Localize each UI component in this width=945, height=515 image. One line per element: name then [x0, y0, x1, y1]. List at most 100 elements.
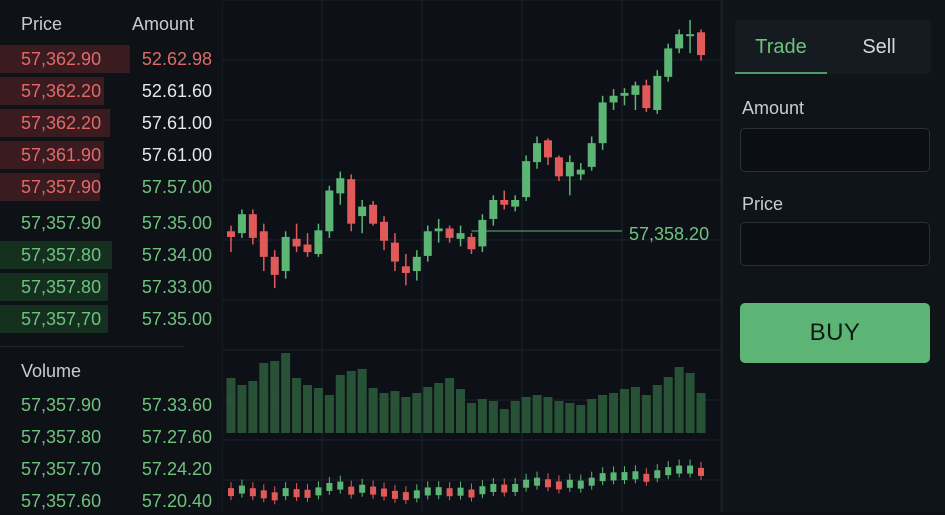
bid-row[interactable]: 57,357.80 57.34.00	[0, 241, 222, 269]
mini-candle-body	[391, 490, 398, 499]
depth-bar	[0, 173, 100, 201]
price-chart[interactable]: 57,358.20	[222, 0, 722, 512]
mini-candle-body	[490, 484, 497, 492]
candle-body	[489, 200, 498, 219]
mini-candle-body	[370, 486, 377, 495]
mini-candle-body	[621, 472, 628, 481]
row-amount: 57.35.00	[141, 309, 212, 329]
ask-row[interactable]: 57,362.20 52.61.60	[0, 77, 222, 105]
bid-row[interactable]: 57,357,70 57.35.00	[0, 305, 222, 333]
row-amount: 57.20.40	[141, 491, 212, 511]
volume-bar	[499, 409, 509, 433]
candle-body	[270, 256, 279, 275]
volume-bar	[466, 403, 476, 433]
candle-body	[587, 143, 596, 167]
candlestick-chart[interactable]: 57,358.20	[222, 0, 722, 512]
trade-panel: Trade Sell Amount Price BUY	[722, 0, 945, 512]
row-price: 57,362.20	[21, 81, 102, 101]
row-price: 57,357.60	[21, 491, 102, 511]
candle-body	[390, 242, 399, 262]
volume-bar	[368, 388, 378, 433]
volume-row[interactable]: 57,357.90 57.33.60	[0, 391, 222, 419]
mini-candle-body	[479, 486, 486, 495]
price-input[interactable]	[740, 222, 930, 266]
mini-candle-body	[643, 473, 650, 482]
candle-body	[697, 32, 705, 56]
row-amount: 57.33.00	[141, 277, 212, 297]
row-price: 57,357.70	[21, 459, 102, 479]
ask-row[interactable]: 57,357.90 57.57.00	[0, 173, 222, 201]
mini-candle-body	[238, 485, 245, 494]
candle-body	[522, 161, 531, 198]
volume-bar	[226, 378, 236, 433]
row-price: 57,361.90	[21, 145, 102, 165]
volume-bar	[565, 403, 575, 433]
row-amount: 57.61.00	[141, 145, 212, 165]
depth-bar	[0, 273, 108, 301]
volume-bar	[401, 397, 411, 433]
volume-bar	[477, 399, 487, 433]
trade-tabs: Trade Sell	[735, 20, 931, 74]
volume-row[interactable]: 57,357.70 57.24.20	[0, 455, 222, 483]
mini-candle-body	[632, 471, 639, 480]
mini-candle-body	[315, 487, 322, 496]
volume-header: Volume	[21, 361, 82, 381]
amount-label: Amount	[742, 98, 805, 118]
candle-body	[303, 244, 312, 253]
mini-candle-body	[654, 470, 661, 479]
volume-bar	[237, 385, 247, 433]
candle-body	[554, 157, 563, 177]
bid-row[interactable]: 57,357.90 57.35.00	[0, 209, 222, 237]
candle-body	[456, 233, 465, 239]
mini-candle-body	[435, 487, 442, 496]
mini-candle-body	[457, 487, 464, 496]
mini-candle-body	[512, 484, 519, 492]
ask-row[interactable]: 57,362.20 57.61.00	[0, 109, 222, 137]
candle-body	[565, 162, 574, 177]
volume-row[interactable]: 57,357.80 57.27.60	[0, 423, 222, 451]
candle-body	[478, 219, 487, 247]
mini-candle-body	[698, 467, 704, 476]
mini-candle-body	[687, 465, 694, 474]
row-amount: 57.27.60	[141, 427, 212, 447]
candle-body	[237, 214, 246, 234]
ask-row[interactable]: 57,361.90 57.61.00	[0, 141, 222, 169]
candle-body	[248, 214, 257, 238]
ask-row[interactable]: 57,362.90 52.62.98	[0, 45, 222, 73]
amount-input[interactable]	[740, 128, 930, 172]
candle-body	[500, 200, 509, 205]
volume-bar	[674, 367, 684, 433]
tab-sell[interactable]: Sell	[862, 36, 896, 58]
candle-body	[598, 102, 607, 144]
row-price: 57,357.90	[21, 213, 102, 233]
volume-bar	[335, 375, 345, 433]
volume-bar	[685, 373, 695, 433]
volume-row[interactable]: 57,357.60 57.20.40	[0, 487, 222, 515]
row-amount: 52.62.98	[141, 49, 212, 69]
candle-body	[631, 85, 640, 95]
buy-button[interactable]: BUY	[740, 303, 930, 363]
row-amount: 57.35.00	[141, 213, 212, 233]
bid-row[interactable]: 57,357.80 57.33.00	[0, 273, 222, 301]
candle-body	[347, 179, 356, 224]
tab-trade[interactable]: Trade	[735, 20, 827, 74]
volume-bar	[543, 397, 553, 433]
candle-body	[358, 206, 367, 217]
row-price: 57,357.80	[21, 245, 102, 265]
volume-bar	[346, 371, 356, 433]
candle-body	[653, 75, 662, 110]
candle-body	[434, 228, 443, 232]
depth-bar	[0, 77, 104, 105]
mini-candle-body	[544, 479, 551, 488]
depth-bar	[0, 305, 108, 333]
depth-bar	[0, 109, 110, 137]
candle-body	[401, 266, 410, 273]
mini-candle-body	[381, 488, 388, 497]
row-price: 57,357.90	[21, 395, 102, 415]
volume-bar	[303, 385, 313, 433]
candle-body	[445, 228, 454, 238]
row-price: 57,362.20	[21, 113, 102, 133]
mini-candle-body	[424, 487, 431, 496]
volume-bar	[292, 378, 302, 433]
row-amount: 57.61.00	[141, 113, 212, 133]
